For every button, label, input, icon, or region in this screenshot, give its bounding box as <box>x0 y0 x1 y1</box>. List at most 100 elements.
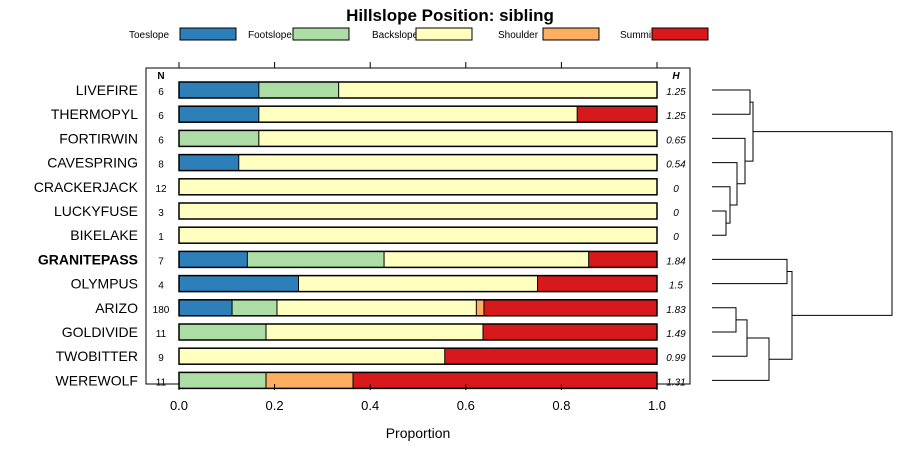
legend-swatch-toeslope <box>179 27 237 41</box>
bar-outline <box>178 129 658 148</box>
row-livefire: LIVEFIRE 6 1.25 <box>76 81 686 99</box>
bar-outline <box>178 178 658 196</box>
dendro-link-11 <box>769 271 793 360</box>
category-label: LUCKYFUSE <box>54 203 138 219</box>
n-value: 8 <box>158 160 164 171</box>
bar-segment-footslope <box>258 82 339 98</box>
row-thermopyl: THERMOPYL 6 1.25 <box>51 105 686 123</box>
legend: Toeslope Footslope Backslope Shoulder Summit <box>129 27 709 41</box>
n-value: 6 <box>158 87 164 98</box>
bar-outline <box>178 371 658 390</box>
h-value: 0 <box>673 232 679 243</box>
chart-title: Hillslope Position: sibling <box>346 6 554 25</box>
legend-label-footslope: Footslope <box>248 30 292 41</box>
h-value: 0.99 <box>666 353 686 364</box>
h-value: 1.84 <box>666 256 686 267</box>
bar-segment-toeslope <box>179 251 248 268</box>
bar-segment-backslope <box>384 251 589 268</box>
h-value: 0.65 <box>666 135 686 146</box>
category-label: CRACKERJACK <box>34 179 139 195</box>
top-axis-ticks <box>178 62 658 68</box>
legend-label-toeslope: Toeslope <box>129 30 169 41</box>
bar-segment-backslope <box>298 275 538 292</box>
bar-segment-footslope <box>179 324 266 340</box>
x-tick-label-0: 0.0 <box>170 398 188 413</box>
category-label: GRANITEPASS <box>38 251 138 267</box>
bar-outline <box>178 226 658 244</box>
h-column-header: H <box>672 71 680 82</box>
x-tick-label-2: 0.4 <box>361 398 379 413</box>
dendro-link-root <box>753 131 893 316</box>
bar-outline <box>178 202 658 220</box>
bar-segment-shoulder <box>265 372 353 389</box>
dendro-link-10 <box>712 258 788 285</box>
row-arizo: ARIZO 180 1.83 <box>95 299 686 317</box>
category-label: ARIZO <box>95 300 138 316</box>
legend-label-shoulder: Shoulder <box>498 30 539 41</box>
row-olympus: OLYMPUS 4 1.5 <box>71 274 683 293</box>
n-value: 11 <box>156 377 167 388</box>
row-luckyfuse: LUCKYFUSE 3 0 <box>54 202 679 220</box>
dendro-link-7 <box>712 307 737 333</box>
x-tick-label-1: 0.2 <box>266 398 284 413</box>
dendrogram <box>712 89 893 381</box>
legend-label-summit: Summit <box>620 30 654 41</box>
category-label: LIVEFIRE <box>76 82 138 98</box>
x-axis: 0.0 0.2 0.4 0.6 0.8 1.0 <box>170 384 666 413</box>
legend-swatch-summit <box>651 27 709 41</box>
bar-segment-summit <box>352 372 657 389</box>
category-label: TWOBITTER <box>56 348 138 364</box>
h-value: 0 <box>673 208 679 219</box>
legend-label-backslope: Backslope <box>372 30 419 41</box>
category-label: BIKELAKE <box>70 227 138 243</box>
bar-segment-summit <box>537 275 657 292</box>
row-goldivide: GOLDIVIDE 11 1.49 <box>62 323 686 341</box>
x-axis-title: Proportion <box>386 425 451 441</box>
bar-segment-footslope <box>179 372 266 389</box>
bar-outline <box>178 250 658 269</box>
h-value: 1.5 <box>669 281 683 292</box>
bar-segment-backslope <box>265 324 484 340</box>
x-tick-label-4: 0.8 <box>552 398 570 413</box>
row-werewolf: WEREWOLF 11 1.31 <box>56 371 686 390</box>
bar-segment-summit <box>483 324 657 340</box>
bar-segment-backslope <box>258 106 578 123</box>
bar-segment-toeslope <box>179 299 233 316</box>
bar-segment-backslope <box>338 82 657 98</box>
chart-rows: LIVEFIRE 6 1.25 THERMOPYL 6 1.25 FORTIRWIN 6 0.6… <box>34 81 686 390</box>
h-value: 0 <box>673 184 679 195</box>
row-fortirwin: FORTIRWIN 6 0.65 <box>59 129 686 148</box>
row-bikelake: BIKELAKE 1 0 <box>70 226 679 244</box>
x-tick-label-3: 0.6 <box>457 398 475 413</box>
bar-segment-footslope <box>247 251 385 268</box>
x-tick-label-5: 1.0 <box>648 398 666 413</box>
bar-outline <box>178 81 658 99</box>
dendro-link-3 <box>712 186 731 224</box>
bar-segment-backslope <box>238 154 657 171</box>
bar-segment-backslope <box>179 227 657 244</box>
bar-outline <box>178 274 658 293</box>
n-value: 12 <box>155 184 167 195</box>
category-label: THERMOPYL <box>51 106 138 122</box>
n-value: 4 <box>158 281 164 292</box>
n-value: 180 <box>153 305 170 316</box>
bar-segment-summit <box>444 348 657 365</box>
bar-segment-footslope <box>179 130 259 147</box>
dendro-link-5 <box>712 137 746 185</box>
dendro-link-8 <box>712 319 748 357</box>
bar-segment-toeslope <box>179 154 239 171</box>
n-value: 1 <box>158 232 164 243</box>
bar-segment-toeslope <box>179 275 299 292</box>
h-value: 1.25 <box>666 87 686 98</box>
bar-segment-summit <box>588 251 657 268</box>
bar-outline <box>178 347 658 365</box>
n-value: 6 <box>158 135 164 146</box>
row-granitepass: GRANITEPASS 7 1.84 <box>38 250 686 269</box>
category-label: WEREWOLF <box>56 372 138 388</box>
dendro-link-9 <box>712 337 770 381</box>
category-label: CAVESPRING <box>47 155 138 171</box>
h-value: 1.83 <box>666 305 686 316</box>
h-value: 1.31 <box>666 377 685 388</box>
bar-segment-toeslope <box>179 106 259 123</box>
